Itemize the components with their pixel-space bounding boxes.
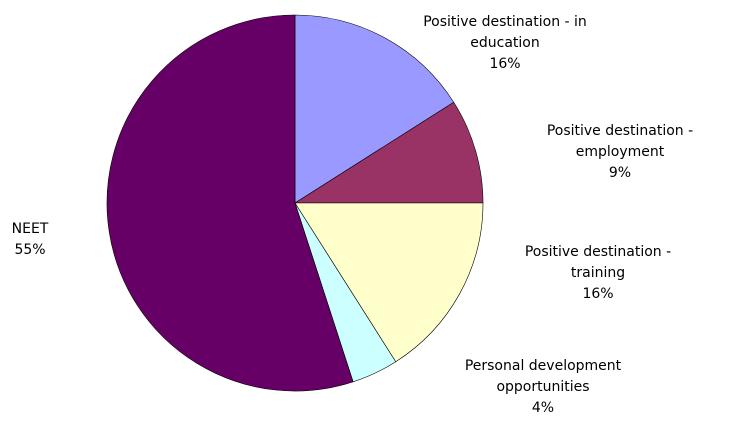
- slice-label: Personal development opportunities 4%: [448, 356, 638, 419]
- pie-slice: [293, 101, 484, 204]
- category-label: Positive destination - training: [524, 244, 672, 281]
- slice-label: NEET 55%: [0, 219, 60, 261]
- slice-label: Positive destination - training 16%: [503, 242, 693, 305]
- slice-label: Positive destination - employment 9%: [525, 121, 715, 184]
- value-label: 9%: [608, 165, 632, 181]
- category-label: Personal development opportunities: [464, 358, 622, 395]
- pie-slice: [106, 14, 354, 392]
- category-label: NEET: [11, 221, 49, 237]
- value-label: 55%: [14, 242, 46, 258]
- category-label: Positive destination - employment: [546, 123, 694, 160]
- pie-slice: [294, 202, 484, 363]
- value-label: 16%: [489, 56, 521, 72]
- pie-slice: [294, 14, 455, 204]
- category-label: Positive destination - in education: [423, 14, 587, 51]
- value-label: 16%: [582, 286, 614, 302]
- value-label: 4%: [531, 400, 555, 416]
- slice-label: Positive destination - in education 16%: [410, 12, 600, 75]
